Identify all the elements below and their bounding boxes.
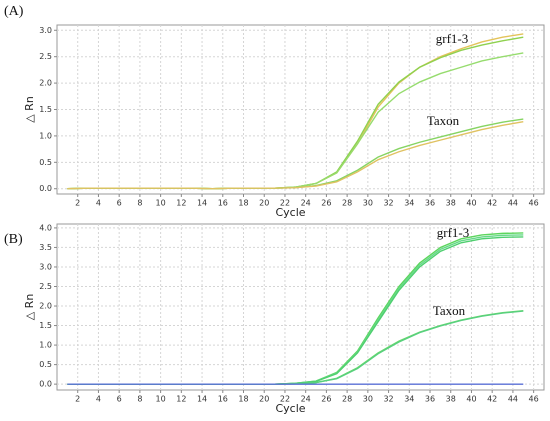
- annotation: Taxon: [433, 303, 466, 318]
- x-tick-label: 24: [301, 395, 311, 404]
- x-tick-label: 40: [466, 199, 476, 208]
- x-tick-label: 12: [176, 395, 186, 404]
- x-tick-label: 44: [508, 395, 518, 404]
- y-tick-label: 2.0: [39, 302, 52, 311]
- y-tick-label: 3.5: [39, 243, 52, 252]
- x-tick-label: 20: [259, 199, 269, 208]
- y-axis-label: △ Rn: [23, 294, 36, 321]
- x-tick-label: 26: [321, 395, 331, 404]
- x-tick-label: 10: [156, 199, 166, 208]
- x-tick-label: 6: [117, 395, 122, 404]
- x-tick-label: 36: [425, 199, 435, 208]
- x-tick-label: 22: [280, 199, 290, 208]
- x-tick-label: 20: [259, 395, 269, 404]
- x-axis-label: Cycle: [275, 402, 305, 415]
- y-tick-label: 2.5: [39, 52, 52, 61]
- x-tick-label: 26: [321, 199, 331, 208]
- y-tick-label: 1.5: [39, 105, 52, 114]
- x-tick-label: 38: [446, 395, 456, 404]
- x-tick-label: 28: [342, 395, 352, 404]
- x-tick-label: 40: [466, 395, 476, 404]
- x-tick-label: 14: [197, 395, 207, 404]
- y-tick-label: 1.5: [39, 321, 52, 330]
- x-tick-label: 8: [137, 395, 142, 404]
- y-tick-label: 4.0: [39, 223, 52, 232]
- panel-label: (A): [4, 4, 24, 19]
- x-tick-label: 4: [96, 395, 101, 404]
- x-tick-label: 42: [487, 199, 497, 208]
- x-tick-label: 6: [117, 199, 122, 208]
- y-tick-label: 3.0: [39, 262, 52, 271]
- x-tick-label: 8: [137, 199, 142, 208]
- x-tick-label: 34: [404, 395, 414, 404]
- x-tick-label: 18: [238, 199, 248, 208]
- annotation: Taxon: [427, 113, 460, 128]
- x-tick-label: 34: [404, 199, 414, 208]
- data-line: [67, 120, 524, 190]
- x-tick-label: 46: [529, 199, 539, 208]
- x-tick-label: 24: [301, 199, 311, 208]
- y-tick-label: 0.0: [39, 184, 52, 193]
- panel-label: (B): [4, 232, 23, 247]
- x-tick-label: 2: [75, 199, 80, 208]
- x-tick-label: 28: [342, 199, 352, 208]
- x-tick-label: 14: [197, 199, 207, 208]
- x-tick-label: 30: [363, 199, 373, 208]
- x-tick-label: 12: [176, 199, 186, 208]
- y-tick-label: 1.0: [39, 131, 52, 140]
- x-tick-label: 2: [75, 395, 80, 404]
- x-tick-label: 46: [529, 395, 539, 404]
- x-tick-label: 30: [363, 395, 373, 404]
- x-tick-label: 4: [96, 199, 101, 208]
- x-tick-label: 36: [425, 395, 435, 404]
- x-tick-label: 22: [280, 395, 290, 404]
- y-tick-label: 0.5: [39, 158, 52, 167]
- x-axis-label: Cycle: [275, 206, 305, 219]
- y-tick-label: 3.0: [39, 26, 52, 35]
- x-tick-label: 32: [383, 395, 393, 404]
- y-tick-label: 0.0: [39, 380, 52, 389]
- y-tick-label: 2.5: [39, 282, 52, 291]
- x-tick-label: 16: [218, 395, 228, 404]
- y-axis-label: △ Rn: [23, 96, 36, 123]
- x-tick-label: 16: [218, 199, 228, 208]
- x-tick-label: 44: [508, 199, 518, 208]
- y-tick-label: 2.0: [39, 79, 52, 88]
- annotation: grf1-3: [437, 225, 470, 240]
- annotation: grf1-3: [436, 31, 469, 46]
- x-tick-label: 42: [487, 395, 497, 404]
- x-tick-label: 38: [446, 199, 456, 208]
- plot-area: [56, 223, 545, 391]
- y-tick-label: 0.5: [39, 360, 52, 369]
- x-tick-label: 32: [383, 199, 393, 208]
- y-tick-label: 1.0: [39, 341, 52, 350]
- x-tick-label: 18: [238, 395, 248, 404]
- x-tick-label: 10: [156, 395, 166, 404]
